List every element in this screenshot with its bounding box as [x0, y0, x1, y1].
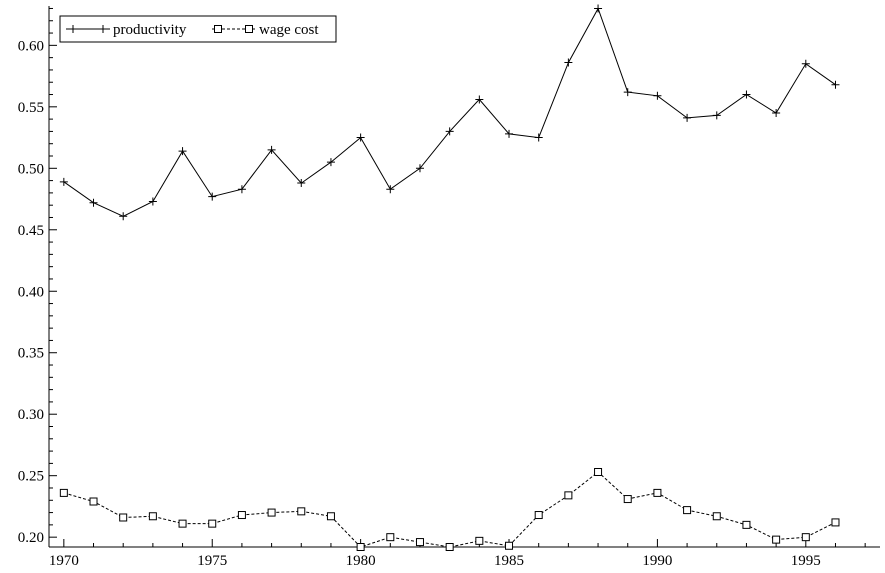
legend-label-wage-cost: wage cost: [259, 22, 319, 38]
data-point-wage-cost: [445, 543, 454, 551]
data-point-productivity: [712, 111, 721, 120]
data-point-productivity: [801, 59, 810, 68]
data-point-productivity: [564, 58, 573, 67]
data-point-productivity: [178, 147, 187, 156]
data-point-productivity: [594, 4, 603, 13]
data-point-wage-cost: [415, 538, 424, 547]
data-point-wage-cost: [178, 519, 187, 528]
legend-label-productivity: productivity: [113, 22, 187, 38]
series-line-wage-cost: [63, 471, 836, 548]
data-point-wage-cost: [237, 511, 246, 520]
series-layer: [59, 4, 840, 551]
data-point-productivity: [623, 88, 632, 97]
data-point-wage-cost: [386, 533, 395, 542]
x-tick-label: 1990: [642, 553, 672, 569]
data-point-productivity: [415, 164, 424, 173]
data-point-wage-cost: [208, 519, 217, 528]
x-tick-label: 1975: [197, 553, 227, 569]
data-point-wage-cost: [683, 506, 692, 515]
data-point-wage-cost: [505, 541, 514, 550]
data-point-productivity: [89, 198, 98, 207]
x-tick-label: 1995: [791, 553, 821, 569]
data-point-productivity: [742, 90, 751, 99]
y-tick-label: 0.60: [18, 38, 44, 54]
data-point-productivity: [267, 145, 276, 154]
data-point-wage-cost: [267, 508, 276, 517]
data-point-productivity: [386, 185, 395, 194]
y-tick-label: 0.35: [18, 346, 44, 362]
data-point-wage-cost: [653, 488, 662, 497]
x-tick-label: 1980: [346, 553, 376, 569]
data-point-wage-cost: [475, 536, 484, 545]
data-point-productivity: [119, 212, 128, 221]
data-point-wage-cost: [772, 535, 781, 544]
series-productivity: [59, 4, 840, 221]
data-point-productivity: [297, 179, 306, 188]
data-point-productivity: [534, 133, 543, 142]
data-point-wage-cost: [623, 495, 632, 504]
y-tick-label: 0.30: [18, 407, 44, 423]
y-tick-label: 0.25: [18, 469, 44, 485]
y-tick-label: 0.50: [18, 161, 44, 177]
data-point-productivity: [831, 80, 840, 89]
data-point-wage-cost: [564, 491, 573, 500]
data-point-wage-cost: [297, 507, 306, 516]
data-point-wage-cost: [119, 513, 128, 522]
data-point-productivity: [237, 185, 246, 194]
data-point-wage-cost: [712, 512, 721, 521]
legend-item-productivity: productivity: [66, 22, 187, 38]
data-point-productivity: [475, 95, 484, 104]
series-wage-cost: [59, 467, 840, 551]
y-tick-label: 0.20: [18, 530, 44, 546]
data-point-productivity: [208, 192, 217, 201]
data-point-wage-cost: [59, 488, 68, 497]
data-point-wage-cost: [148, 512, 157, 521]
data-point-wage-cost: [742, 520, 751, 529]
data-point-wage-cost: [801, 533, 810, 542]
legend-marker-wage-cost-right: [245, 25, 253, 33]
data-point-productivity: [505, 129, 514, 138]
data-point-wage-cost: [534, 511, 543, 520]
x-tick-label: 1985: [494, 553, 524, 569]
y-tick-label: 0.40: [18, 284, 44, 300]
data-point-productivity: [356, 133, 365, 142]
data-point-wage-cost: [594, 467, 603, 476]
legend-marker-productivity-left: [69, 25, 77, 33]
chart-axes: 0.20 0.25 0.30 0.35 0.40 0.45 0.50 0.55 0.60 1970…: [18, 6, 880, 569]
data-point-productivity: [148, 197, 157, 206]
data-point-wage-cost: [831, 518, 840, 527]
data-point-productivity: [683, 113, 692, 122]
legend-marker-productivity-right: [99, 25, 107, 33]
data-point-productivity: [326, 158, 335, 167]
y-tick-label: 0.45: [18, 223, 44, 239]
data-point-wage-cost: [356, 543, 365, 551]
data-point-productivity: [59, 177, 68, 186]
data-point-productivity: [445, 127, 454, 136]
chart-legend: productivity wage cost: [59, 15, 337, 43]
y-tick-label: 0.55: [18, 100, 44, 116]
data-point-wage-cost: [326, 512, 335, 521]
data-point-productivity: [653, 91, 662, 100]
legend-marker-wage-cost-left: [214, 25, 222, 33]
data-point-productivity: [772, 108, 781, 117]
legend-item-wage-cost: wage cost: [212, 22, 319, 38]
data-point-wage-cost: [89, 497, 98, 506]
x-tick-label: 1970: [49, 553, 79, 569]
